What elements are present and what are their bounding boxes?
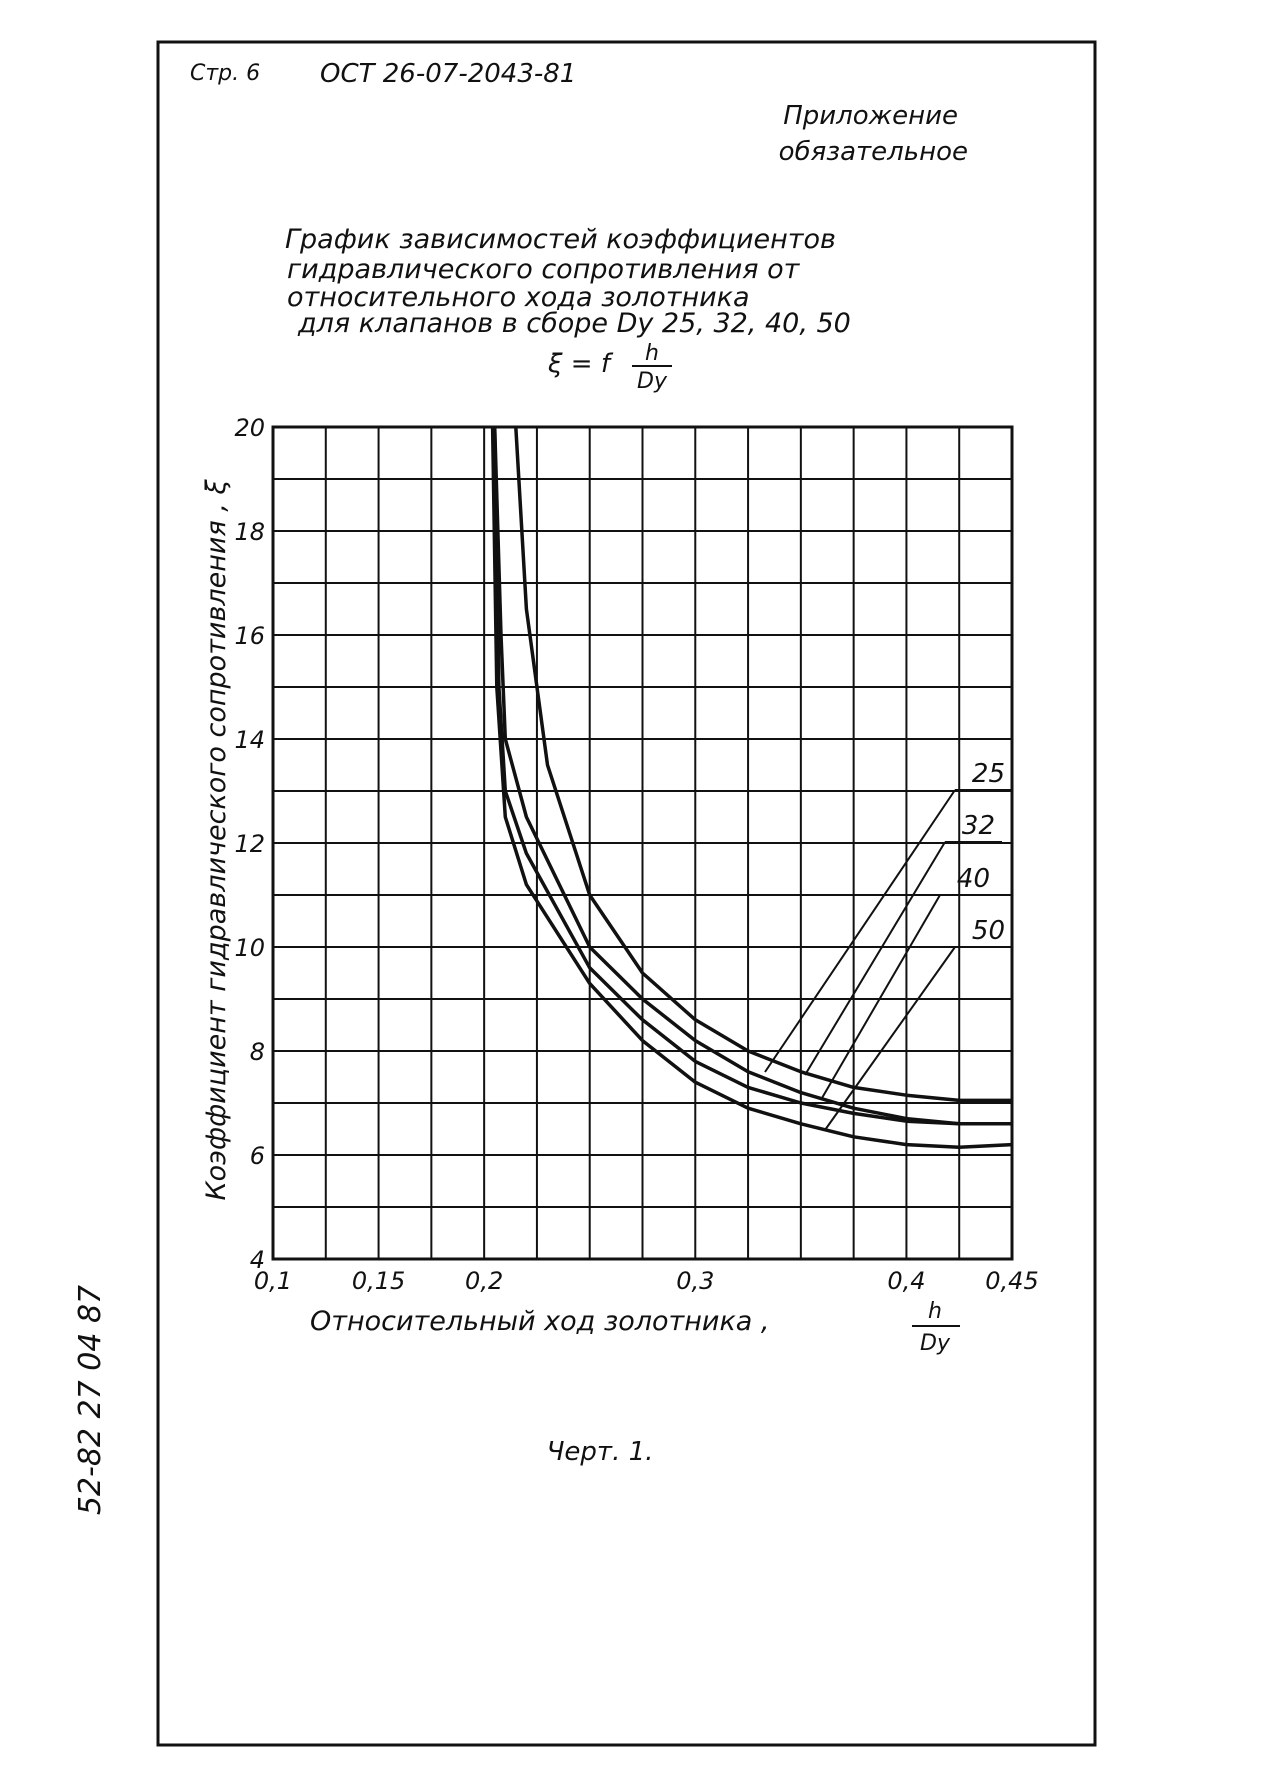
y-tick-label: 4 [250,1246,265,1274]
legend-label: 40 [957,864,990,894]
x-tick-label: 0,15 [352,1267,405,1295]
page-number: Стр. 6 [190,61,260,86]
y-tick-label: 20 [234,414,265,442]
y-tick-label: 18 [234,518,265,546]
plot-frame [271,425,1014,1261]
x-tick-label: 0,3 [676,1267,714,1295]
x-tick-label: 0,1 [254,1267,292,1295]
x-axis-label: Относительный ход золотника , [310,1306,770,1337]
legend-label: 50 [972,916,1005,946]
page-border [156,40,1097,1747]
y-tick-label: 10 [234,934,265,962]
formula-denominator: Dу [637,369,668,394]
y-tick-label: 12 [234,830,265,858]
y-axis-label: Коэффициент гидравлического сопротивлени… [201,479,232,1201]
y-tick-label: 14 [234,726,265,754]
leader-line [824,946,956,1131]
legend-label: 32 [962,811,995,841]
y-tick-label: 16 [234,622,265,650]
curve [492,426,1012,1126]
y-tick-label: 6 [250,1142,265,1170]
x-label-denominator: Dу [920,1331,951,1356]
legend-label: 25 [972,759,1005,789]
chart-title: гидравлического сопротивления от [287,254,801,285]
y-tick-label: 8 [250,1038,265,1066]
curve [490,426,1013,1149]
chart-title: График зависимостей коэффициентов [285,224,836,255]
appendix: обязательное [779,137,968,167]
x-tick-label: 0,2 [465,1267,503,1295]
x-tick-label: 0,45 [985,1267,1038,1295]
chart-title: относительного хода золотника [287,282,750,313]
appendix: Приложение [783,101,958,131]
leader-line [821,894,941,1099]
leader-line [764,789,956,1073]
caption: Черт. 1. [547,1437,654,1467]
x-tick-label: 0,4 [887,1267,925,1295]
chart-title: для клапанов в сборе Dу 25, 32, 40, 50 [297,308,851,339]
formula: ξ = f [547,349,614,379]
doc-code: ОСТ 26-07-2043-81 [320,59,576,89]
curve [514,426,1012,1103]
leader-line [804,841,946,1076]
x-label-numerator: h [928,1299,942,1324]
side-note: 52-82 27 04 87 [73,1285,108,1515]
formula-numerator: h [645,341,659,366]
